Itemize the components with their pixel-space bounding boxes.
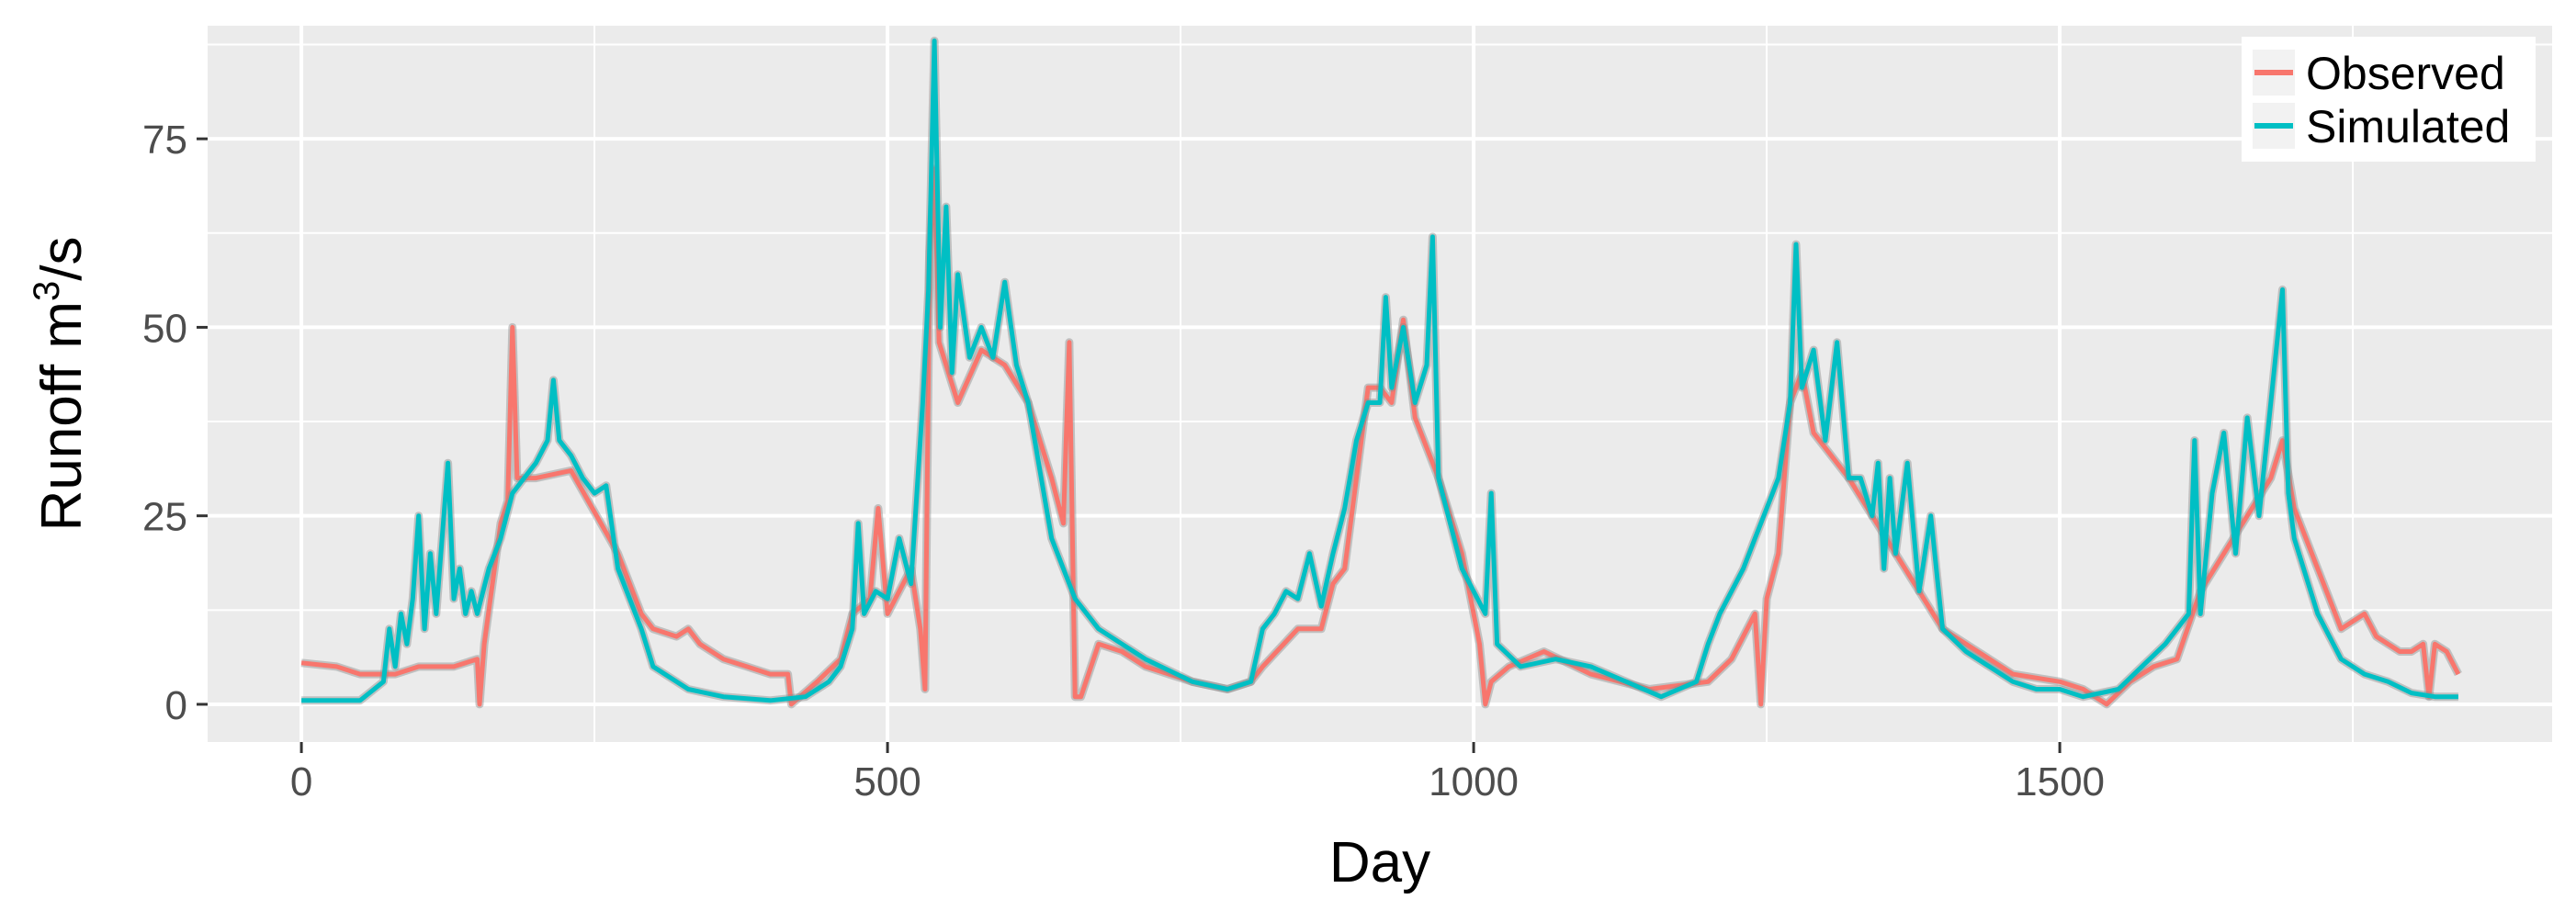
grid-minor	[208, 26, 2552, 742]
y-axis-title-sup: 3	[27, 281, 67, 301]
x-axis-ticks: 0 500 1000 1500	[290, 742, 2105, 804]
series-line-simulated	[301, 38, 2458, 703]
y-tick-label-50: 50	[142, 306, 187, 351]
y-tick-label-0: 0	[165, 683, 187, 728]
series-line-observed	[300, 166, 2461, 707]
x-tick-label-0: 0	[290, 759, 312, 804]
legend: Observed Simulated	[2242, 37, 2536, 162]
y-axis-title-tail: /s	[30, 237, 94, 281]
x-tick-label-500: 500	[853, 759, 921, 804]
y-tick-label-25: 25	[142, 495, 187, 540]
y-tick-label-75: 75	[142, 118, 187, 163]
y-axis-title: Runoff m3/s	[27, 237, 94, 532]
y-axis-title-main: Runoff m	[30, 301, 94, 531]
legend-label-observed: Observed	[2306, 48, 2505, 99]
y-axis-ticks: 0 25 50 75	[142, 118, 208, 728]
series-layer	[300, 36, 2462, 709]
x-axis-title: Day	[1329, 831, 1430, 894]
x-tick-label-1000: 1000	[1429, 759, 1519, 804]
legend-label-simulated: Simulated	[2306, 101, 2510, 152]
x-tick-label-1500: 1500	[2015, 759, 2105, 804]
